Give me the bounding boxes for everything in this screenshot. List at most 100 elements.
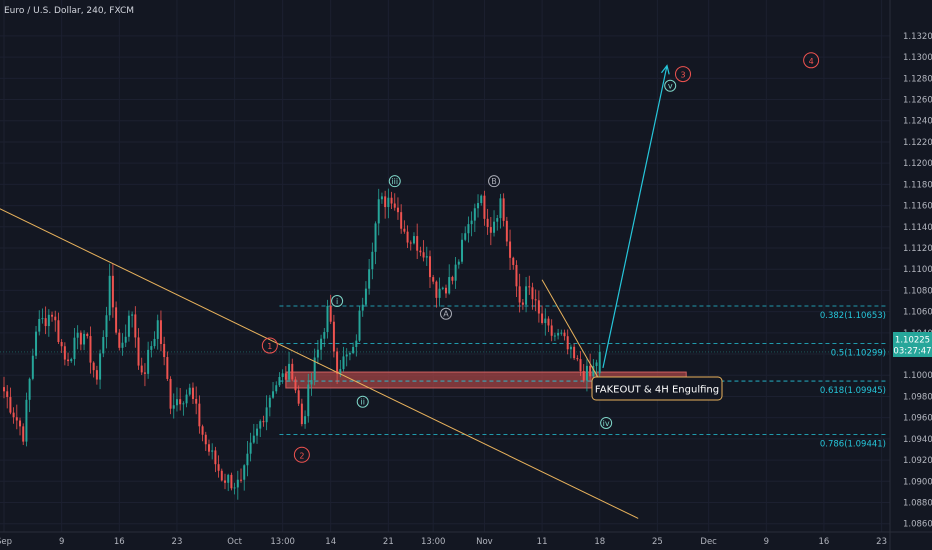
candle-body [470, 220, 473, 225]
candle-body [102, 337, 105, 354]
candle-body [499, 198, 502, 219]
wave-label-iv: iv [603, 419, 610, 428]
candle-body [265, 407, 268, 423]
candle-body [9, 397, 12, 413]
time-axis[interactable]: Sep 9 16 23 Oct 13:00 14 21 13:00 Nov 11 18 25 Dec 9 16… [0, 537, 887, 547]
price-tick-label: 1.10600 [903, 308, 932, 318]
candle-body [57, 320, 60, 343]
candle-body [502, 198, 505, 221]
candle-body [60, 342, 63, 347]
candle-body [422, 252, 425, 258]
candle-body [297, 390, 300, 404]
candle-body [214, 450, 217, 465]
price-badge-bg [893, 332, 932, 357]
candle-body [336, 351, 339, 374]
candle-body [374, 223, 377, 252]
candle-body [364, 288, 367, 305]
fib-level-label: 0.382(1.10653) [820, 311, 886, 321]
candle-body [169, 378, 172, 409]
candle-body [63, 346, 66, 360]
candle-body [243, 465, 246, 480]
time-tick-label: 23 [172, 537, 183, 547]
chart-title: Euro / U.S. Dollar, 240, FXCM [4, 6, 134, 16]
candle-body [83, 333, 86, 345]
candle-body [156, 320, 159, 339]
candle-body [172, 405, 175, 409]
candle-body [457, 261, 460, 265]
candle-body [534, 299, 537, 301]
candle-body [76, 332, 79, 338]
candle-body [281, 373, 284, 377]
time-tick-label: 9 [764, 537, 769, 547]
candle-body [531, 287, 534, 300]
candle-body [259, 421, 262, 429]
candle-body [483, 195, 486, 219]
candle-body [352, 346, 355, 354]
candle-body [576, 358, 579, 360]
candle-body [566, 336, 569, 350]
candle-body [3, 387, 5, 392]
fib-level-label: 0.786(1.09441) [820, 440, 886, 450]
candle-body [582, 371, 585, 381]
candle-body [550, 325, 553, 336]
candle-body [563, 332, 566, 337]
candle-body [598, 351, 601, 374]
candle-body [396, 207, 399, 213]
candle-body [435, 281, 438, 298]
wave-label-circle [331, 295, 344, 308]
wave-label-iii: iii [391, 177, 398, 186]
price-tick-label: 1.13200 [903, 32, 932, 42]
candle-body [150, 346, 153, 350]
candle-body [320, 338, 323, 350]
time-tick-label: 16 [114, 537, 125, 547]
price-tick-label: 1.12600 [903, 96, 932, 106]
wave-label-circle [261, 337, 278, 354]
fib-levels: 0.382(1.10653) 0.5(1.10299) 0.618(1.09945)… [279, 305, 888, 450]
wave-label-circle [293, 446, 310, 463]
candle-body [95, 370, 98, 380]
price-tick-label: 1.08600 [903, 520, 932, 530]
candle-body [358, 310, 361, 341]
candle-body [525, 286, 528, 305]
candle-body [207, 444, 210, 452]
candle-body [12, 412, 15, 418]
candle-body [512, 257, 515, 265]
candle-body [54, 316, 57, 321]
price-tick-label: 1.09000 [903, 477, 932, 487]
annotation-box[interactable]: FAKEOUT & 4H Engulfing [591, 376, 723, 401]
candle-body [307, 384, 310, 417]
candle-body [147, 349, 150, 374]
candle-body [268, 397, 271, 408]
candle-body [377, 199, 380, 224]
time-tick-label: 25 [652, 537, 663, 547]
candle-body [448, 277, 451, 294]
candle-body [121, 342, 124, 348]
wave-label-4: 4 [809, 57, 814, 66]
candle-body [560, 332, 563, 334]
candle-body [371, 251, 374, 270]
candle-body [198, 403, 201, 427]
price-tick-label: 1.08800 [903, 498, 932, 508]
time-tick-label: Sep [0, 537, 12, 547]
candle-body [240, 479, 243, 481]
candle-body [355, 340, 358, 347]
candle-body [204, 434, 207, 445]
candle-body [585, 365, 588, 381]
annotation-frame [591, 376, 723, 401]
candle-body [99, 353, 102, 380]
candle-body [592, 365, 595, 377]
candle-body [124, 336, 127, 343]
price-tick-label: 1.12800 [903, 74, 932, 84]
candle-body [236, 479, 239, 488]
candle-body [432, 277, 435, 282]
candle-body [368, 269, 371, 289]
candle-body [486, 218, 489, 228]
time-tick-label: 13:00 [421, 537, 446, 547]
time-tick-label: 18 [594, 537, 605, 547]
candle-body [518, 286, 521, 303]
grid [0, 0, 890, 532]
candle-body [515, 264, 518, 287]
candle-body [252, 435, 255, 443]
